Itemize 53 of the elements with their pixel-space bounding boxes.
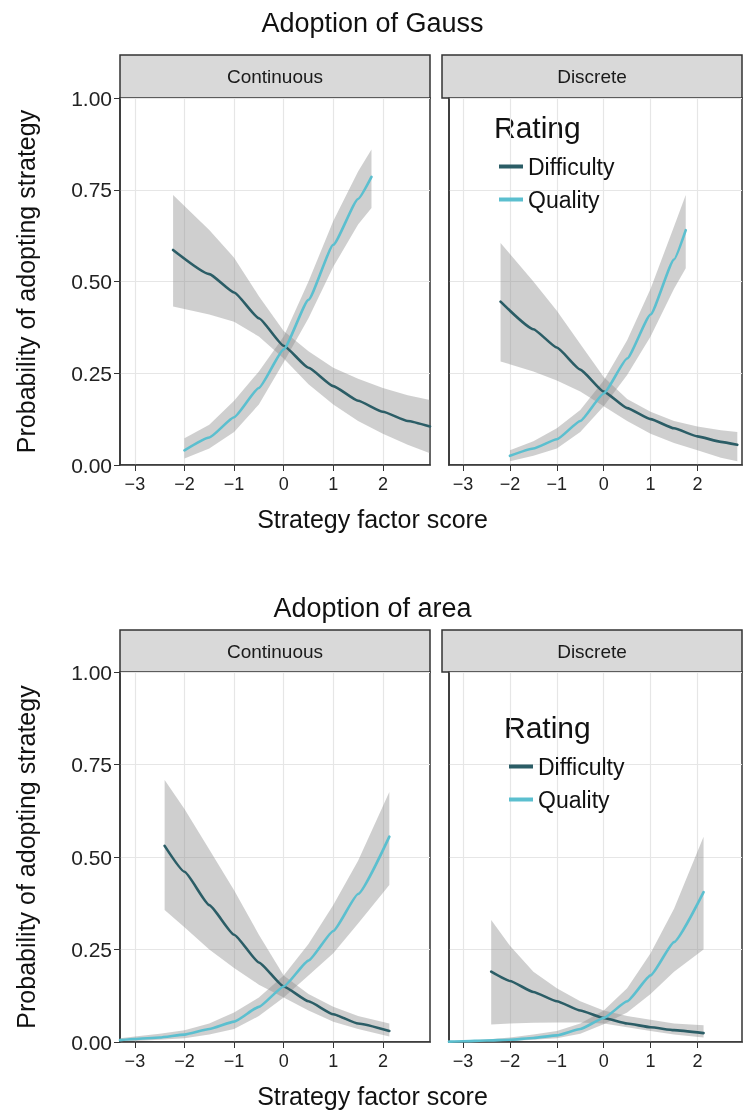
x-tick-label: −2 (174, 1051, 195, 1071)
x-tick-label: −3 (452, 1051, 474, 1071)
legend-label: Quality (538, 786, 611, 813)
x-tick-label: 2 (377, 1051, 388, 1071)
y-axis-title: Probability of adopting strategy (11, 109, 40, 454)
line-series (118, 835, 391, 1042)
y-tick-label: 1.00 (71, 86, 112, 110)
x-tick-label: 0 (598, 1051, 609, 1071)
x-tick-label: 2 (692, 1051, 703, 1071)
y-tick-label: 0.50 (71, 270, 112, 293)
y-tick-label: 0.25 (71, 938, 112, 961)
x-tick-label: −3 (124, 474, 146, 494)
y-tick-label: 0.00 (71, 453, 112, 477)
x-tick-label: 2 (377, 474, 388, 494)
legend-label: Difficulty (528, 153, 615, 180)
chart-subtitle: Continuous (226, 66, 324, 87)
x-tick-label: 1 (645, 474, 656, 494)
x-tick-label: 2 (692, 474, 703, 494)
x-tick-label: −3 (124, 1051, 146, 1071)
x-tick-label: 0 (598, 474, 609, 494)
x-axis-title: Strategy factor score (256, 505, 489, 534)
x-axis-title: Strategy factor score (256, 1082, 489, 1111)
x-tick-label: −1 (546, 474, 568, 494)
chart-subtitle: Continuous (226, 640, 324, 662)
x-tick-label: 1 (328, 474, 339, 494)
line-series (171, 248, 432, 428)
legend-title: Rating (504, 710, 591, 744)
x-tick-label: −2 (174, 474, 195, 494)
y-tick-label: 0.00 (71, 1030, 112, 1054)
y-axis-title: Probability of adopting strategy (11, 684, 40, 1029)
x-tick-label: 0 (278, 474, 289, 494)
x-tick-label: 1 (645, 1051, 656, 1071)
y-tick-label: 1.00 (71, 660, 112, 684)
x-tick-label: −2 (499, 474, 521, 494)
chart-subtitle: Discrete (557, 66, 627, 87)
x-tick-label: −1 (223, 1051, 245, 1071)
x-tick-label: −3 (452, 474, 474, 494)
x-tick-label: −2 (499, 1051, 521, 1071)
chart-subtitle: Discrete (557, 640, 627, 662)
y-tick-label: 0.75 (71, 753, 112, 776)
y-tick-label: 0.50 (71, 845, 112, 869)
chart-title: Adoption of area (272, 593, 473, 624)
chart-title: Adoption of Gauss (260, 8, 485, 39)
x-tick-label: −1 (223, 474, 245, 494)
line-series (163, 844, 391, 1033)
x-tick-label: 1 (328, 1051, 339, 1071)
x-tick-label: −1 (546, 1051, 568, 1071)
x-tick-label: 0 (278, 1051, 289, 1071)
legend-label: Difficulty (538, 753, 625, 780)
y-tick-label: 0.75 (71, 178, 112, 202)
legend-label: Quality (528, 186, 601, 213)
legend-title: Rating (494, 110, 581, 144)
y-tick-label: 0.25 (71, 361, 112, 385)
